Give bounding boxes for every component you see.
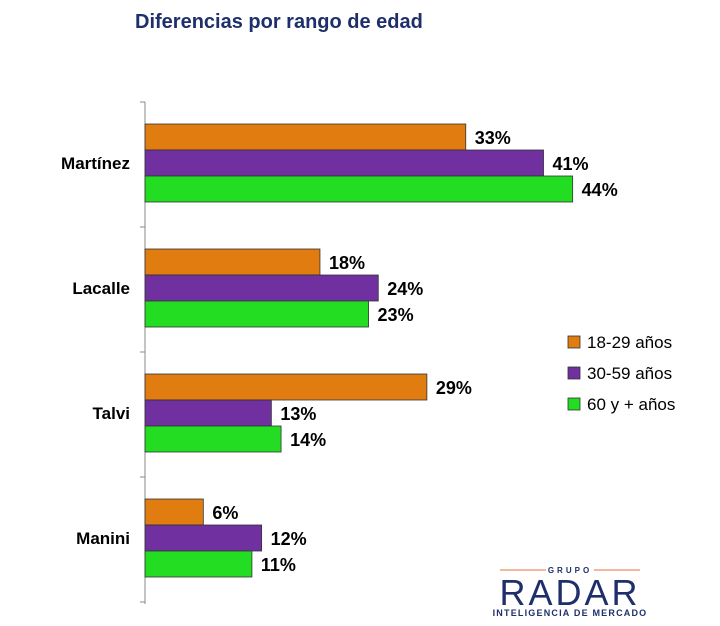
data-label-talvi-60-y-anos: 14% xyxy=(290,430,326,450)
legend-label-60-y-anos: 60 y + años xyxy=(587,395,675,414)
data-label-manini-18-29-anos: 6% xyxy=(212,503,238,523)
bar-manini-18-29-anos xyxy=(144,498,204,526)
data-label-talvi-30-59-anos: 13% xyxy=(280,404,316,424)
data-label-martinez-30-59-anos: 41% xyxy=(553,154,589,174)
logo-name: RADAR xyxy=(499,572,640,613)
data-label-martinez-60-y-anos: 44% xyxy=(582,180,618,200)
bar-martinez-30-59-anos xyxy=(144,149,544,177)
legend-swatch-60-y-anos xyxy=(567,397,581,411)
legend-label-30-59-anos: 30-59 años xyxy=(587,364,672,383)
bar-lacalle-30-59-anos xyxy=(144,274,379,302)
category-label-talvi: Talvi xyxy=(93,404,130,423)
category-label-martinez: Martínez xyxy=(61,154,130,173)
bar-martinez-60-y-anos xyxy=(144,175,574,203)
bar-lacalle-18-29-anos xyxy=(144,248,321,276)
logo-group-text: GRUPO xyxy=(548,566,592,575)
bar-talvi-60-y-anos xyxy=(144,425,282,453)
plot-area: Martínez 33% 41% 44% Lacalle 18% 24% 23% Talvi 29… xyxy=(61,101,618,604)
radar-logo: GRUPO RADAR INTELIGENCIA DE MERCADO xyxy=(493,566,648,618)
chart-title: Diferencias por rango de edad xyxy=(135,11,423,33)
bar-manini-60-y-anos xyxy=(144,550,253,578)
category-label-lacalle: Lacalle xyxy=(72,279,130,298)
data-label-martinez-18-29-anos: 33% xyxy=(475,128,511,148)
bar-lacalle-60-y-anos xyxy=(144,300,369,328)
bar-talvi-18-29-anos xyxy=(144,373,428,401)
logo-tagline: INTELIGENCIA DE MERCADO xyxy=(493,608,648,618)
legend-label-18-29-anos: 18-29 años xyxy=(587,333,672,352)
data-label-lacalle-18-29-anos: 18% xyxy=(329,253,365,273)
bar-talvi-30-59-anos xyxy=(144,399,272,427)
legend: 18-29 años 30-59 años 60 y + años xyxy=(567,333,675,414)
bar-manini-30-59-anos xyxy=(144,524,263,552)
data-label-talvi-18-29-anos: 29% xyxy=(436,378,472,398)
data-label-lacalle-30-59-anos: 24% xyxy=(387,279,423,299)
data-label-lacalle-60-y-anos: 23% xyxy=(378,305,414,325)
data-label-manini-60-y-anos: 11% xyxy=(261,555,296,575)
legend-swatch-18-29-anos xyxy=(567,335,581,349)
category-label-manini: Manini xyxy=(76,529,130,548)
legend-swatch-30-59-anos xyxy=(567,366,581,380)
bar-martinez-18-29-anos xyxy=(144,123,467,151)
data-label-manini-30-59-anos: 12% xyxy=(271,529,307,549)
